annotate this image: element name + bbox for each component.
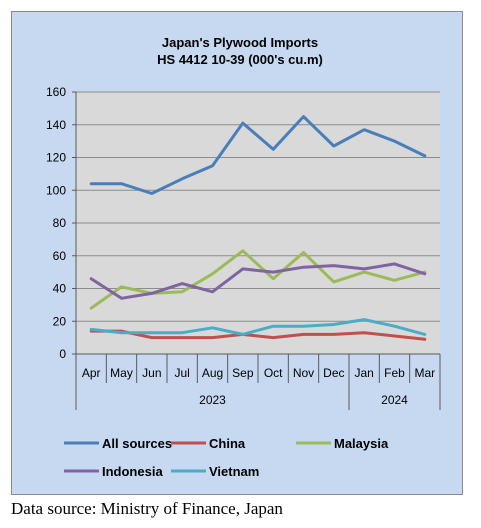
y-tick-label: 0 [59, 347, 66, 361]
series-line-china [89, 329, 427, 341]
x-tick-label: Feb [384, 366, 405, 380]
x-tick-label: May [110, 366, 133, 380]
series-line-malaysia [89, 249, 427, 310]
y-tick-label: 60 [53, 249, 67, 263]
series-line-all-sources [89, 115, 427, 195]
series-line-indonesia [89, 262, 427, 300]
legend-label-indonesia: Indonesia [102, 464, 163, 479]
x-group-label: 2024 [381, 393, 408, 407]
plot-area: 0 20 40 60 80 100 120 140 160 Apr May Jun Jul Aug Sep O… [46, 85, 441, 410]
x-tick-label: Jun [142, 366, 161, 380]
x-tick-label: Nov [293, 366, 314, 380]
chart-title: Japan's Plywood Imports [162, 35, 318, 50]
source-note: Data source: Ministry of Finance, Japan [11, 499, 283, 518]
x-tick-label: Aug [202, 366, 223, 380]
legend-label-vietnam: Vietnam [209, 464, 259, 479]
x-tick-label: Jan [354, 366, 373, 380]
y-tick-label: 100 [46, 183, 66, 197]
y-tick-label: 80 [53, 216, 67, 230]
x-tick-label: Sep [232, 366, 254, 380]
y-tick-label: 160 [46, 85, 66, 99]
y-tick-label: 140 [46, 118, 66, 132]
legend-label-malaysia: Malaysia [334, 436, 389, 451]
x-group-label: 2023 [199, 393, 226, 407]
y-tick-label: 40 [53, 282, 67, 296]
y-tick-label: 120 [46, 151, 66, 165]
series-line-vietnam [89, 318, 427, 336]
x-tick-label: Apr [82, 366, 101, 380]
legend: All sources China Malaysia Indonesia Vietnam [64, 436, 389, 479]
x-tick-label: Dec [323, 366, 344, 380]
x-tick-label: Oct [264, 366, 283, 380]
x-tick-label: Mar [414, 366, 435, 380]
legend-label-china: China [209, 436, 246, 451]
y-tick-label: 20 [53, 314, 67, 328]
legend-label-all-sources: All sources [102, 436, 172, 451]
chart-subtitle: HS 4412 10-39 (000's cu.m) [157, 52, 323, 67]
x-tick-label: Jul [174, 366, 189, 380]
